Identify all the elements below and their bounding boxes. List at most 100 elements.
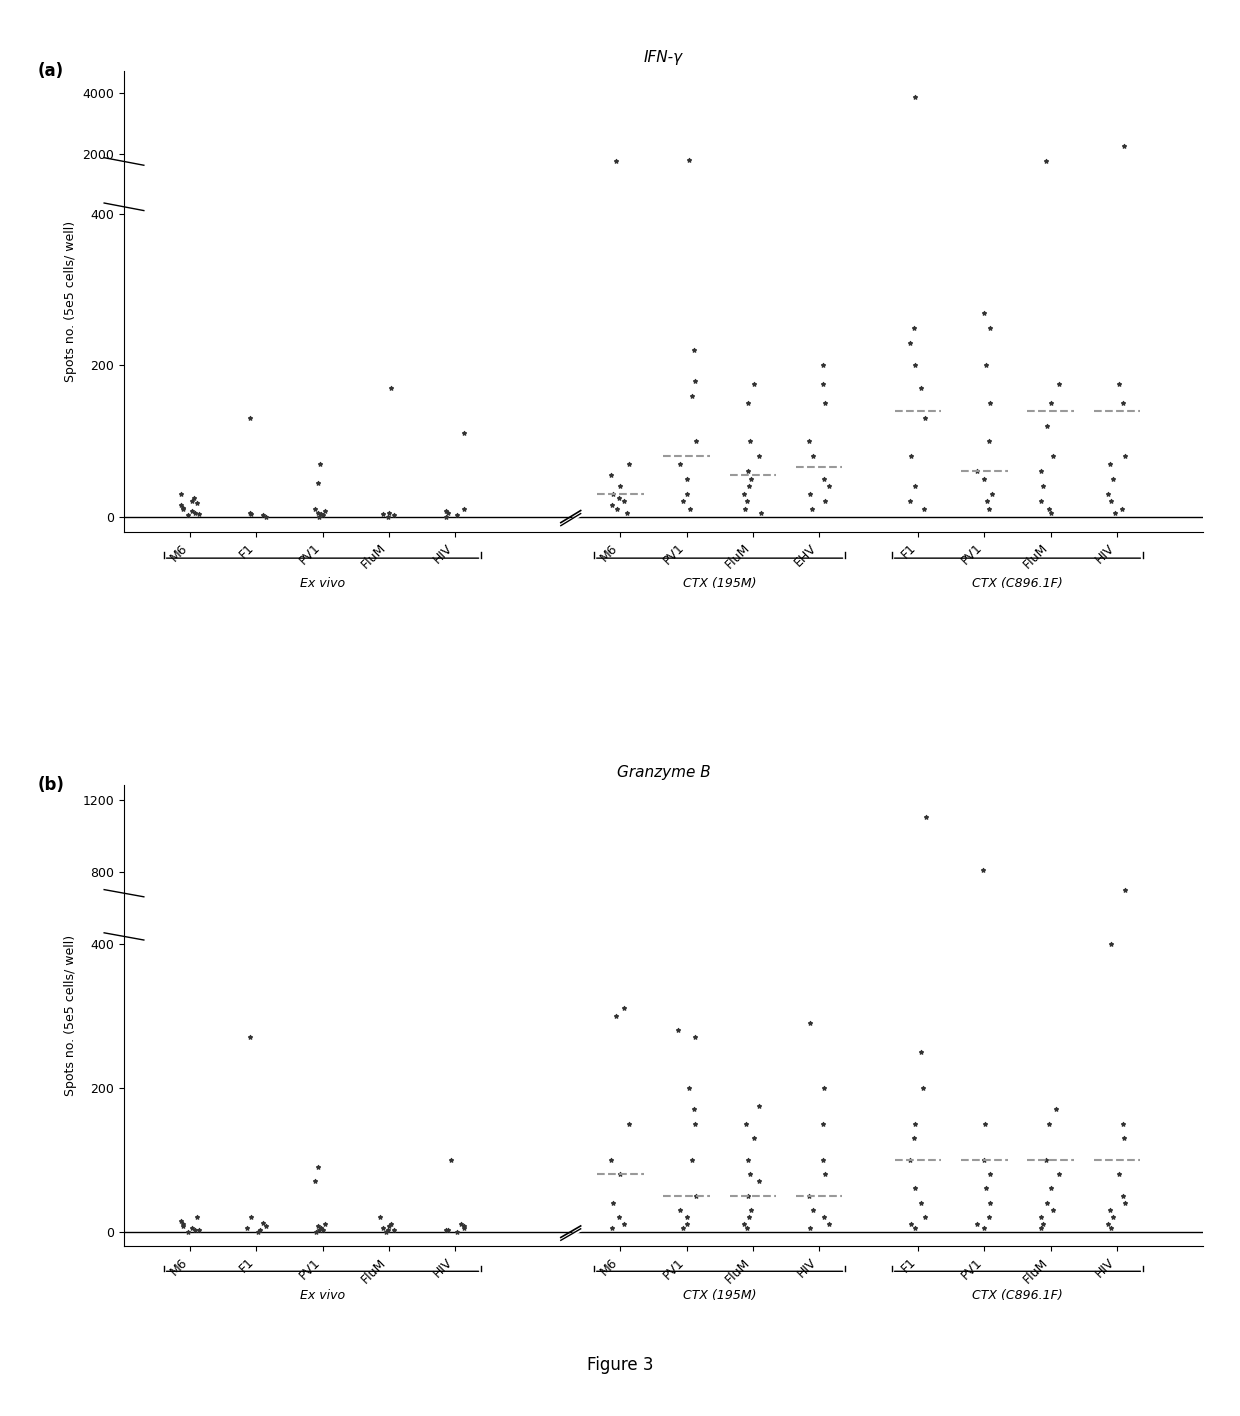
- Point: [309, 1219, 329, 1242]
- Text: CTX (C896.1F): CTX (C896.1F): [972, 1290, 1063, 1303]
- Point: [241, 503, 260, 525]
- Point: [982, 483, 1002, 506]
- Point: [614, 997, 634, 1020]
- Point: [900, 1148, 920, 1171]
- Point: [682, 1148, 702, 1171]
- Point: [1033, 474, 1053, 497]
- Point: [1040, 392, 1060, 415]
- Point: [182, 490, 202, 513]
- Point: [738, 460, 758, 483]
- Point: [740, 1199, 760, 1222]
- Point: [601, 1148, 621, 1171]
- Point: [311, 1216, 331, 1239]
- Y-axis label: Spots no. (5e5 cells/ well): Spots no. (5e5 cells/ well): [64, 935, 77, 1096]
- Point: [241, 1206, 260, 1229]
- Point: [978, 429, 998, 452]
- Text: (a): (a): [37, 61, 63, 79]
- Point: [1101, 932, 1121, 954]
- Point: [171, 494, 191, 517]
- Point: [1040, 1177, 1060, 1199]
- Point: [686, 1184, 706, 1206]
- Point: [668, 1018, 688, 1041]
- Point: [1099, 483, 1118, 506]
- Point: [1114, 1184, 1133, 1206]
- Point: [1101, 1216, 1121, 1239]
- Point: [248, 1221, 268, 1243]
- Point: [451, 1214, 471, 1236]
- Point: [686, 370, 706, 392]
- Point: [815, 1076, 835, 1099]
- Point: [185, 1218, 205, 1240]
- Point: [606, 497, 626, 520]
- Point: [1112, 497, 1132, 520]
- Point: [815, 490, 835, 513]
- Point: [1032, 1216, 1052, 1239]
- Point: [749, 1170, 769, 1192]
- Point: [980, 1191, 999, 1214]
- Point: [439, 501, 459, 524]
- Point: [314, 504, 334, 527]
- Point: [671, 452, 691, 474]
- Point: [384, 1218, 404, 1240]
- Point: [454, 422, 474, 445]
- Point: [448, 1221, 467, 1243]
- Point: [381, 1214, 401, 1236]
- Point: [177, 1221, 197, 1243]
- Point: [813, 354, 833, 377]
- Point: [378, 1219, 398, 1242]
- Point: [804, 1199, 823, 1222]
- Point: [684, 338, 704, 361]
- Point: [185, 501, 205, 524]
- Point: [1110, 1163, 1130, 1185]
- Title: Granzyme B: Granzyme B: [616, 765, 711, 780]
- Point: [1099, 1214, 1118, 1236]
- Point: [603, 494, 622, 517]
- Point: [1032, 1206, 1052, 1229]
- Point: [241, 406, 260, 429]
- Point: [802, 497, 822, 520]
- Point: [910, 1191, 930, 1214]
- Point: [610, 474, 630, 497]
- Point: [913, 1076, 932, 1099]
- Point: [376, 1221, 396, 1243]
- Point: [1115, 878, 1135, 901]
- Point: [673, 1216, 693, 1239]
- Point: [977, 490, 997, 513]
- Point: [1042, 501, 1061, 524]
- Point: [813, 372, 833, 395]
- Point: [605, 1004, 625, 1027]
- Point: [1037, 1191, 1056, 1214]
- Point: [255, 506, 275, 528]
- Point: [610, 1163, 630, 1185]
- Point: [677, 1206, 697, 1229]
- Text: CTX (195M): CTX (195M): [683, 578, 756, 590]
- Point: [370, 1206, 389, 1229]
- Point: [684, 1097, 704, 1120]
- Title: IFN-γ: IFN-γ: [644, 51, 683, 65]
- Point: [174, 496, 193, 518]
- Point: [1032, 490, 1052, 513]
- Text: Ex vivo: Ex vivo: [300, 1290, 345, 1303]
- Point: [813, 1113, 833, 1136]
- Point: [619, 452, 639, 474]
- Point: [454, 1215, 474, 1238]
- Point: [678, 1076, 698, 1099]
- Point: [800, 429, 820, 452]
- Point: [1043, 1199, 1063, 1222]
- Point: [616, 501, 636, 524]
- Point: [686, 1113, 706, 1136]
- Point: [815, 1206, 835, 1229]
- Point: [671, 1199, 691, 1222]
- Point: [1049, 1163, 1069, 1185]
- Point: [1101, 490, 1121, 513]
- Point: [740, 429, 760, 452]
- Point: [609, 1206, 629, 1229]
- Point: [309, 1155, 329, 1178]
- Point: [1115, 1191, 1135, 1214]
- Text: Figure 3: Figure 3: [587, 1355, 653, 1374]
- Point: [739, 474, 759, 497]
- Point: [749, 1095, 769, 1117]
- Point: [174, 497, 193, 520]
- Point: [905, 1177, 925, 1199]
- Point: [182, 1216, 202, 1239]
